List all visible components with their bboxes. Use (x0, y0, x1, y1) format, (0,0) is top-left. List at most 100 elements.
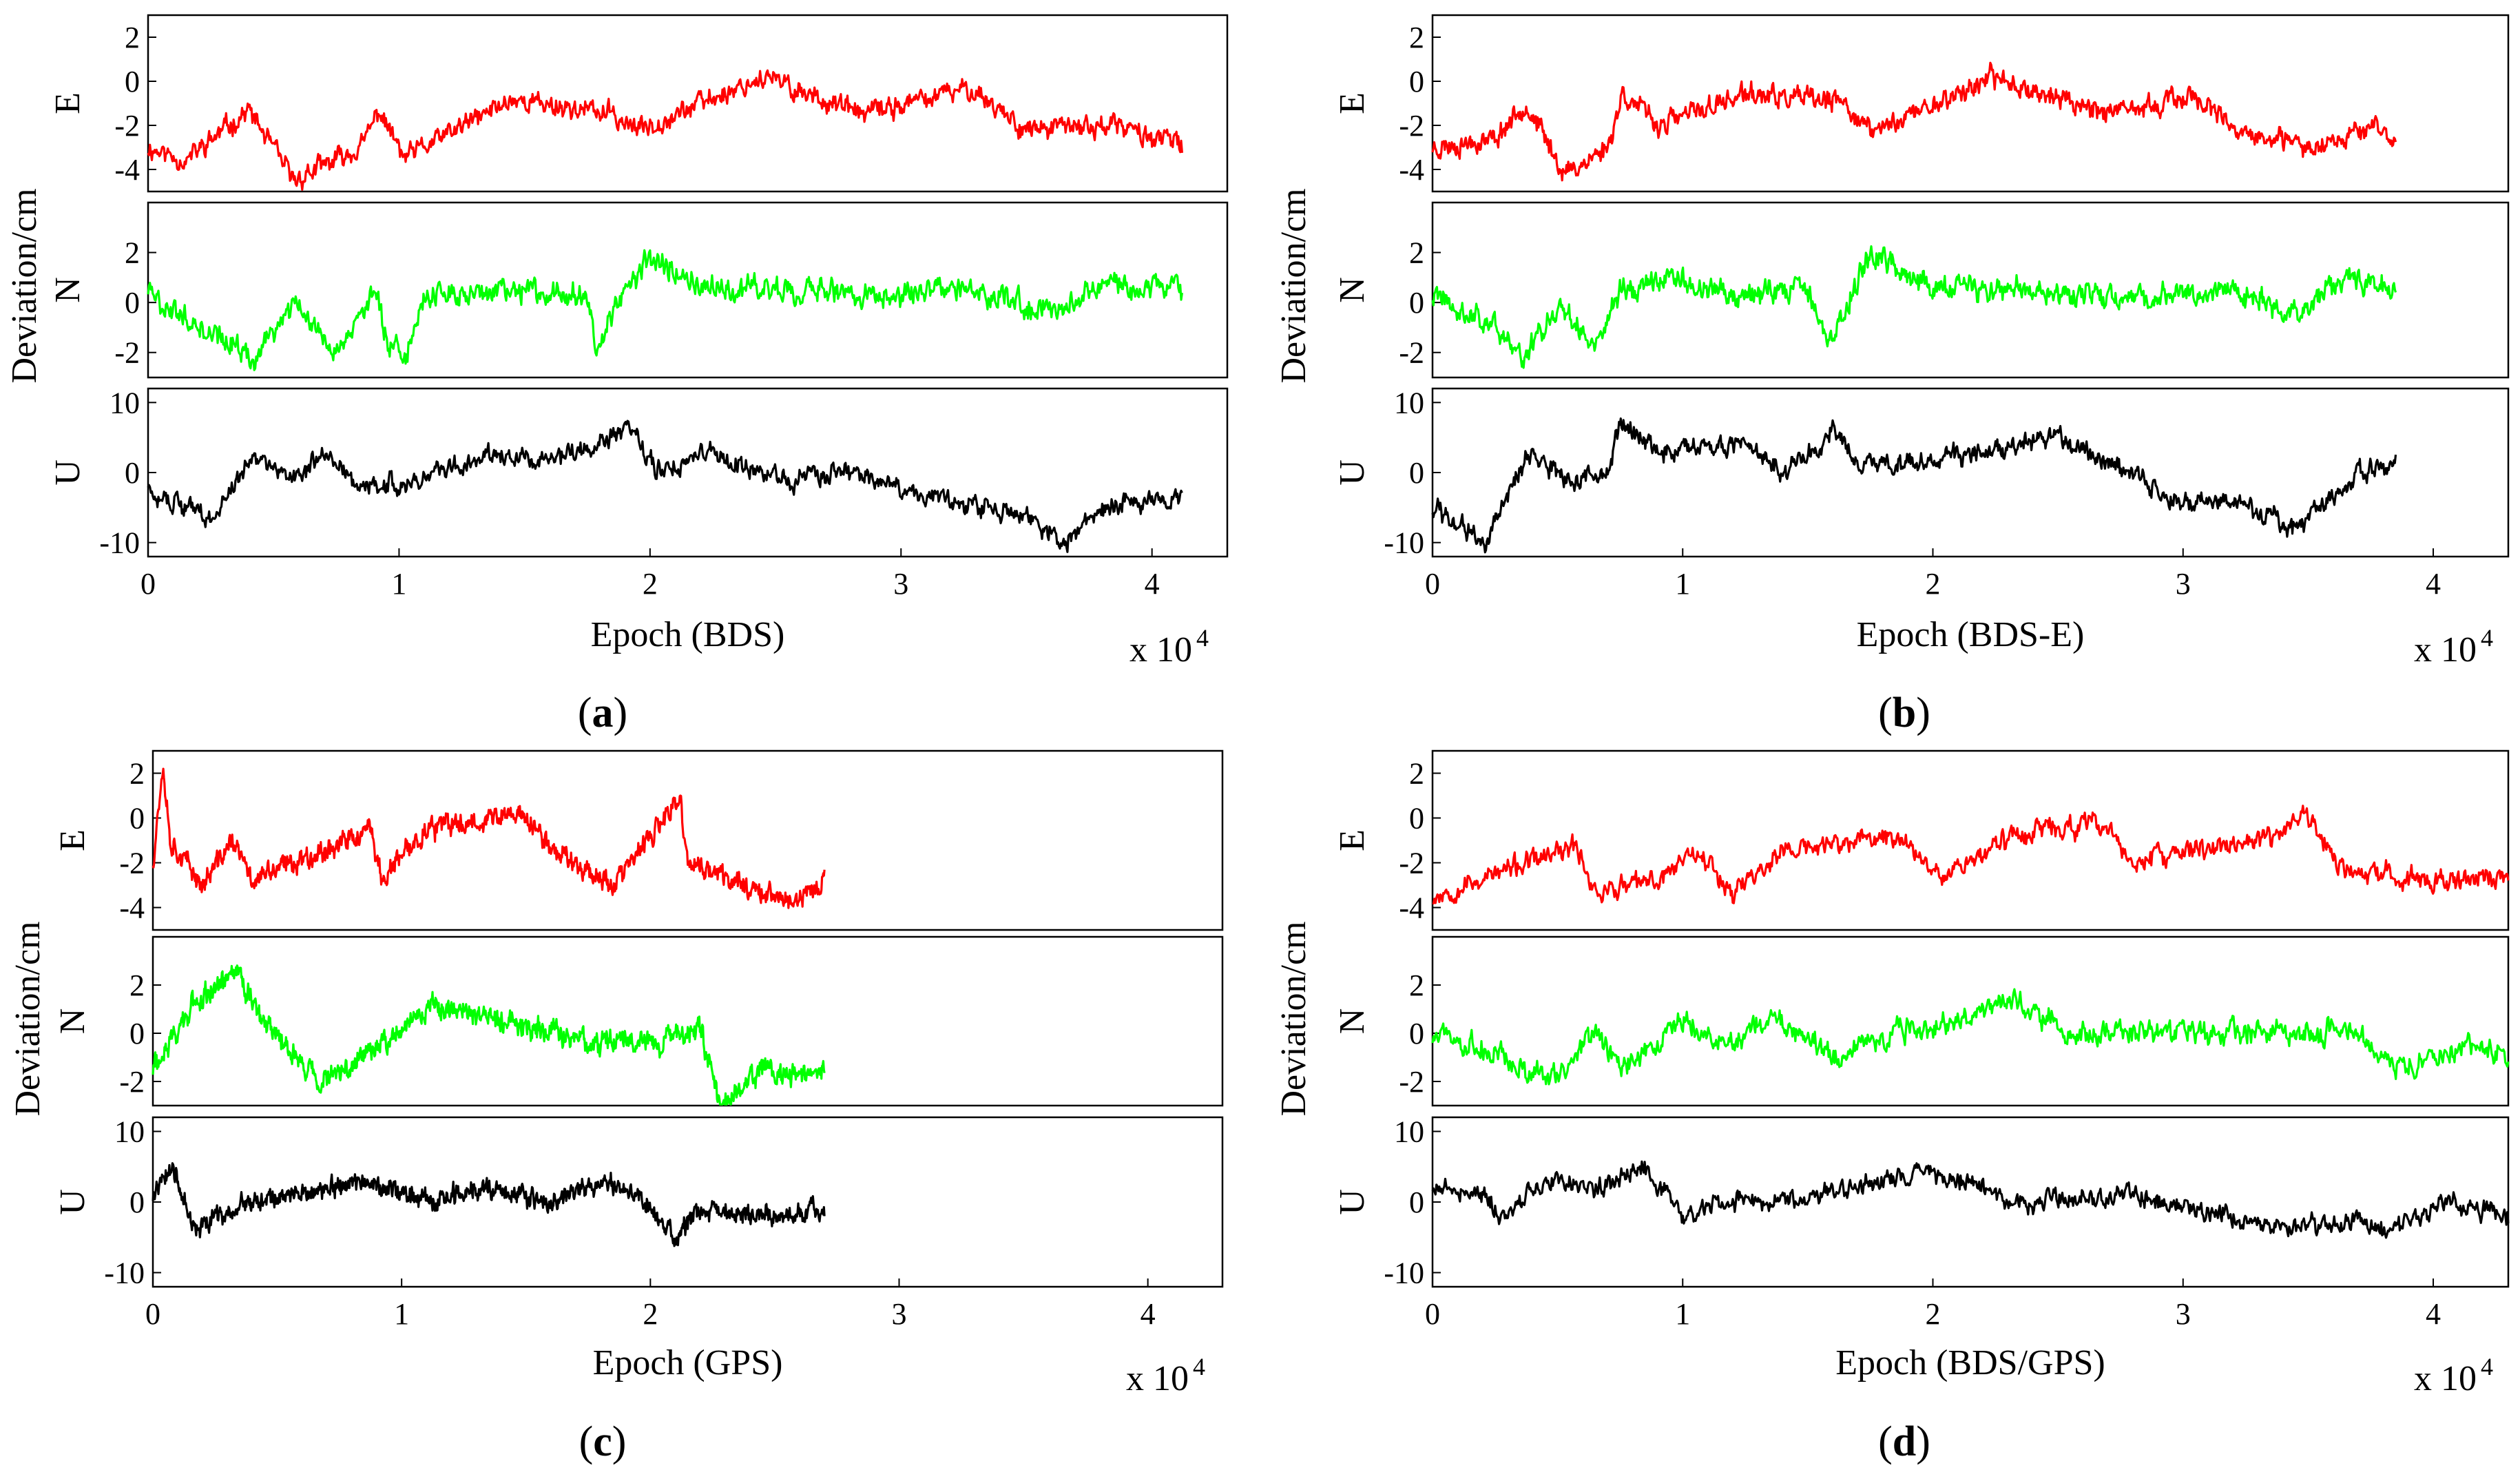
series-line-U (1431, 1160, 2510, 1239)
x-tick-label: 0 (1425, 567, 1440, 601)
panel-caption: (d) (1878, 1418, 1930, 1465)
x-multiplier: x 10 4 (2414, 1353, 2493, 1398)
y-tick-label: -2 (114, 336, 140, 370)
x-tick-label: 1 (391, 567, 406, 601)
series-label-N: N (48, 277, 87, 303)
y-tick-label: 0 (129, 1017, 145, 1050)
subplot-frame (1431, 201, 2510, 379)
y-tick-label: 0 (125, 65, 140, 99)
panel-caption-letter: a (592, 690, 614, 736)
y-tick-label: -2 (1399, 336, 1424, 370)
x-tick-label: 4 (2426, 567, 2441, 601)
panel-caption-letter: c (593, 1418, 612, 1465)
series-label-E: E (48, 92, 87, 114)
subplot-E: 2 0 -2 -4 E (1333, 14, 2510, 193)
x-tick-label: 2 (643, 1297, 658, 1331)
series-line-E (147, 69, 1183, 191)
y-tick-label: 2 (1409, 21, 1424, 54)
y-tick-label: 0 (129, 802, 145, 836)
x-tick-label: 4 (2426, 1297, 2441, 1331)
series-label-E: E (1333, 92, 1372, 114)
series-label-U: U (53, 1189, 92, 1215)
y-tick-label: 2 (129, 757, 145, 791)
subplot-frame (1431, 1116, 2510, 1288)
subplot-N: 2 0 -2 N (1333, 201, 2510, 379)
series-line-N (1431, 988, 2510, 1086)
series-label-E: E (53, 829, 92, 851)
x-multiplier-base: x 10 (1126, 1359, 1189, 1398)
x-tick-label: 0 (145, 1297, 160, 1331)
y-tick-label: -2 (1399, 109, 1424, 143)
y-tick-label: 2 (1409, 236, 1424, 270)
x-tick-label: 1 (394, 1297, 409, 1331)
y-axis-label: Deviation/cm (1274, 188, 1313, 383)
subplot-frame (152, 935, 1224, 1107)
subplot-N: 2 0 -2 N (48, 201, 1229, 379)
subplot-frame (1431, 935, 2510, 1107)
y-tick-label: 0 (1409, 65, 1424, 99)
x-multiplier-base: x 10 (2414, 630, 2477, 670)
y-tick-label: -2 (119, 847, 145, 880)
y-tick-label: 10 (114, 1115, 145, 1149)
x-tick-label: 1 (1675, 567, 1690, 601)
subplot-E: 2 0 -2 -4 E (53, 749, 1224, 931)
y-tick-label: 0 (1409, 1185, 1424, 1219)
panel-caption: (c) (579, 1418, 627, 1465)
x-multiplier: x 10 4 (2414, 624, 2493, 670)
y-tick-label: 2 (129, 969, 145, 1002)
series-line-N (152, 964, 826, 1106)
series-line-U (152, 1162, 826, 1247)
y-tick-label: 0 (1409, 286, 1424, 320)
subplot-U: 10 0 -10 U (48, 386, 1229, 560)
x-multiplier-exponent: 4 (1193, 1353, 1205, 1380)
subplot-E: 2 0 -2 -4 E (1333, 749, 2510, 931)
y-tick-label: -10 (1384, 1256, 1424, 1290)
series-label-U: U (1333, 459, 1372, 486)
y-tick-label: 0 (129, 1185, 145, 1219)
series-line-E (1432, 805, 2510, 905)
y-tick-label: 10 (110, 386, 140, 420)
x-tick-label: 3 (2176, 1297, 2191, 1331)
subplot-frame (1431, 14, 2510, 193)
x-tick-label: 2 (1926, 567, 1941, 601)
subplot-U: 10 0 -10 U (1333, 386, 2510, 560)
panel-caption: (b) (1878, 690, 1930, 736)
x-multiplier-exponent: 4 (2481, 624, 2493, 652)
x-tick-label: 0 (140, 567, 156, 601)
series-label-N: N (53, 1008, 92, 1035)
y-tick-label: 2 (1409, 969, 1424, 1002)
x-tick-label: 3 (893, 567, 908, 601)
series-label-E: E (1333, 829, 1372, 851)
series-label-U: U (1333, 1189, 1372, 1215)
subplot-U: 10 0 -10 U (1333, 1115, 2510, 1290)
y-tick-label: -2 (119, 1065, 145, 1099)
series-label-N: N (1333, 1008, 1372, 1035)
y-tick-label: -10 (104, 1256, 145, 1290)
y-axis-label: Deviation/cm (8, 921, 48, 1116)
x-axis-label: Epoch (GPS) (593, 1343, 783, 1382)
x-axis-label: Epoch (BDS-E) (1857, 615, 2085, 654)
y-tick-label: 0 (1409, 1017, 1424, 1050)
y-tick-label: -4 (119, 891, 145, 925)
y-tick-label: -4 (1399, 891, 1424, 925)
y-tick-label: -2 (1399, 1065, 1424, 1099)
series-line-N (147, 249, 1183, 371)
x-tick-label: 2 (643, 567, 658, 601)
x-multiplier: x 10 4 (1126, 1353, 1205, 1398)
y-tick-label: 0 (1409, 802, 1424, 836)
x-axis-label: Epoch (BDS/GPS) (1835, 1343, 2105, 1382)
x-tick-label: 0 (1425, 1297, 1440, 1331)
y-tick-label: 2 (125, 236, 140, 270)
y-tick-label: -10 (1384, 526, 1424, 560)
subplot-frame (147, 201, 1229, 379)
x-axis-label: Epoch (BDS) (591, 615, 785, 654)
subplot-N: 2 0 -2 N (53, 935, 1224, 1107)
series-line-U (1431, 417, 2397, 554)
y-tick-label: 0 (1409, 456, 1424, 490)
x-multiplier-base: x 10 (2414, 1359, 2477, 1398)
subplot-E: 2 0 -2 -4 E (48, 14, 1229, 193)
y-tick-label: 0 (125, 286, 140, 320)
